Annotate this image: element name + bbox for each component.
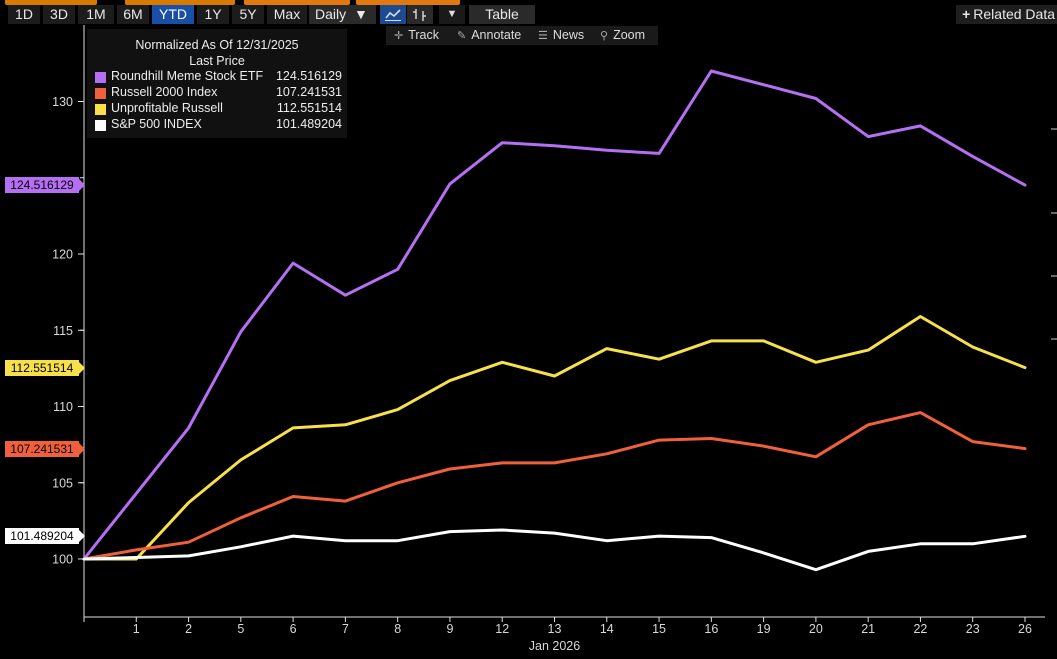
table-button[interactable]: Table [469,5,535,24]
currency-field[interactable] [356,0,460,5]
related-data-label: Related Data [973,6,1055,22]
series-line-3[interactable] [82,528,1027,572]
last-value-tag: 107.241531 [5,440,85,457]
x-tick-label: 5 [237,622,244,636]
legend-header: Normalized As Of 12/31/2025 [135,38,299,52]
frequency-label: Daily [315,6,347,22]
last-value-tag: 112.551514 [5,359,85,376]
range-1m-button[interactable]: 1M [78,5,114,24]
caret-down-icon: ▼ [354,6,368,22]
legend-item[interactable]: Russell 2000 Index 107.241531 [95,85,345,101]
x-tick-label: 14 [600,622,614,636]
legend-value: 107.241531 [275,85,342,99]
plus-icon: + [962,6,971,22]
legend-swatch [95,104,106,115]
legend-name: Unprofitable Russell [111,101,223,115]
zoom-tool[interactable]: ⚲ Zoom [600,26,645,45]
y-tick-label: 120 [52,248,73,262]
x-tick-label: 9 [446,622,453,636]
x-tick-label: 23 [966,622,980,636]
caret-down-icon: ▼ [446,8,458,20]
last-value-tag: 101.489204 [5,528,85,545]
series-line-1[interactable] [82,315,1027,561]
legend-item[interactable]: S&P 500 INDEX 101.489204 [95,117,345,133]
bar-chart-button[interactable] [407,5,433,24]
x-tick-label: 13 [548,622,562,636]
x-tick-label: 22 [913,622,927,636]
x-tick-label: 20 [809,622,823,636]
chart-legend: Normalized As Of 12/31/2025 Last Price R… [87,29,347,138]
legend-value: 101.489204 [275,117,342,131]
annotate-tool[interactable]: ✎ Annotate [457,26,521,45]
chart-type-dropdown[interactable]: ▼ [439,5,465,24]
x-tick-label: 2 [185,622,192,636]
legend-subheader: Last Price [189,54,245,68]
crosshair-icon: ✛ [394,30,404,42]
magnifier-icon: ⚲ [600,30,609,42]
range-1y-button[interactable]: 1Y [197,5,229,24]
track-label: Track [408,28,440,42]
legend-swatch [95,120,106,131]
news-label: News [552,28,585,42]
legend-swatch [95,72,106,83]
pencil-icon: ✎ [457,30,467,42]
x-tick-label: 26 [1018,622,1032,636]
legend-item[interactable]: Roundhill Meme Stock ETF 124.516129 [95,69,345,85]
news-tool[interactable]: ☰ News [538,26,584,45]
price-field[interactable] [244,0,350,5]
y-tick-label: 130 [52,95,73,109]
y-tick-label: 105 [52,476,73,490]
hidden-top-bar [0,0,1057,6]
line-chart-button[interactable] [380,5,406,24]
legend-name: S&P 500 INDEX [111,117,202,131]
range-3d-button[interactable]: 3D [43,5,75,24]
x-tick-label: 1 [133,622,140,636]
annotate-label: Annotate [471,28,522,42]
x-tick-label: 6 [290,622,297,636]
legend-swatch [95,88,106,99]
legend-item[interactable]: Unprofitable Russell 112.551514 [95,101,345,117]
related-data-button[interactable]: + Related Data [956,5,1057,24]
line-chart-icon [385,9,401,21]
range-5y-button[interactable]: 5Y [232,5,264,24]
legend-value: 112.551514 [276,101,342,115]
x-tick-label: 7 [342,622,349,636]
series-line-2[interactable] [82,411,1027,561]
zoom-label: Zoom [613,28,646,42]
track-tool[interactable]: ✛ Track [394,26,439,45]
y-tick-label: 115 [53,324,73,338]
chart-tools-bar: ✛ Track ✎ Annotate ☰ News ⚲ Zoom [386,26,658,45]
last-value-tag: 124.516129 [5,177,85,194]
x-tick-label: 15 [652,622,666,636]
series-line-0[interactable] [82,69,1027,561]
frequency-dropdown[interactable]: Daily ▼ [309,5,376,24]
date-end-field[interactable] [125,0,235,5]
news-icon: ☰ [538,30,548,42]
date-start-field[interactable] [5,0,97,5]
x-tick-label: 21 [861,622,875,636]
x-tick-label: 16 [704,622,718,636]
x-axis-label: Jan 2026 [529,639,580,653]
range-1d-button[interactable]: 1D [8,5,40,24]
legend-value: 124.516129 [275,69,342,83]
legend-name: Russell 2000 Index [111,85,218,99]
y-tick-label: 100 [52,553,73,567]
x-tick-label: 12 [495,622,509,636]
legend-name: Roundhill Meme Stock ETF [111,69,264,83]
y-tick-label: 110 [53,400,73,414]
range-6m-button[interactable]: 6M [117,5,149,24]
range-toolbar: 1D 3D 1M 6M YTD 1Y 5Y Max Daily ▼ ▼ Tabl… [0,5,1057,25]
range-ytd-button[interactable]: YTD [152,5,194,24]
x-tick-label: 8 [394,622,401,636]
x-tick-label: 19 [757,622,771,636]
range-max-button[interactable]: Max [267,5,307,24]
ohlc-bars-icon [413,9,426,21]
